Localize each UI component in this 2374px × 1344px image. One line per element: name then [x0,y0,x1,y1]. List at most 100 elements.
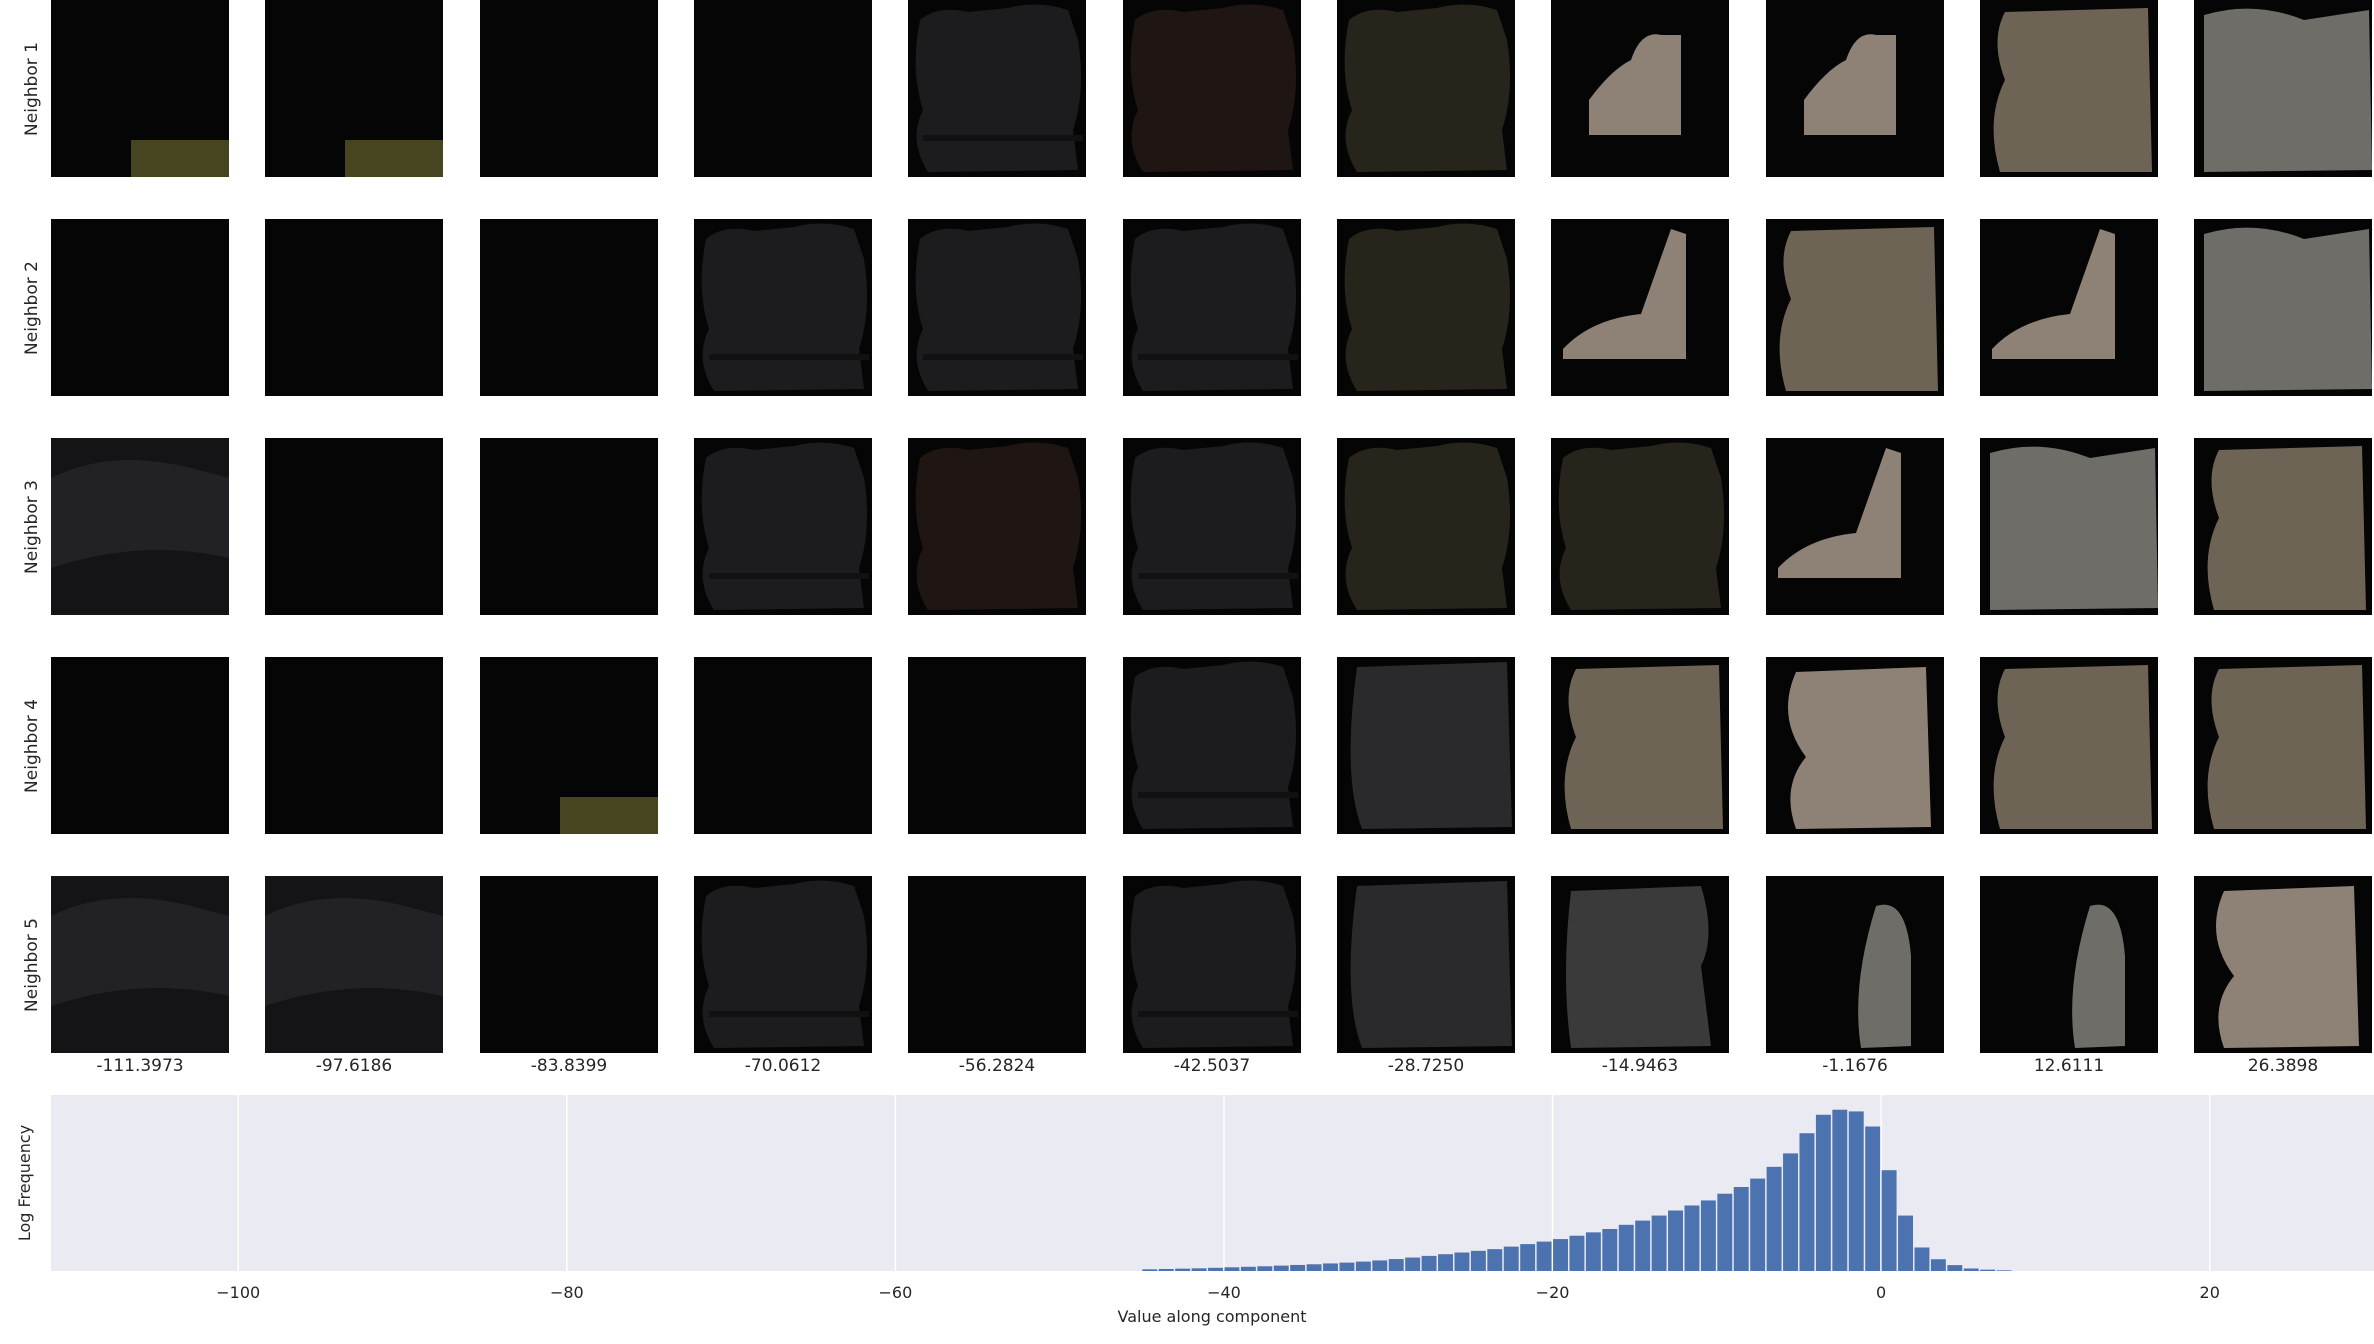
neighbor-thumbnail [908,876,1086,1053]
x-tick-label: 20 [2200,1283,2220,1302]
neighbor-thumbnail [480,657,658,834]
row-label-neighbor-4: Neighbor 4 [22,699,42,793]
histogram-bar [1240,1266,1256,1271]
x-tick-label: −100 [216,1283,260,1302]
neighbor-thumbnail [2194,438,2372,615]
neighbor-thumbnail [1123,876,1301,1053]
histogram-bar [1372,1260,1388,1271]
histogram-bar [1421,1255,1437,1271]
histogram-bar [1273,1265,1289,1271]
row-label-neighbor-1: Neighbor 1 [22,42,42,136]
neighbor-thumbnail-grid: Neighbor 1 Neighbor 2 Neighbor 3 Neighbo… [22,0,2372,1076]
histogram-bar [1257,1266,1273,1271]
neighbor-thumbnail [265,657,443,834]
neighbor-thumbnail [694,0,872,177]
neighbor-thumbnail [1766,657,1944,834]
histogram-bar [1668,1210,1683,1271]
histogram-bar [1405,1257,1421,1271]
histogram-bar [1898,1215,1913,1271]
histogram-bar [1158,1268,1174,1271]
neighbor-thumbnail [694,438,872,615]
neighbor-thumbnail [908,219,1086,396]
neighbor-thumbnail [694,657,872,834]
column-value-label: -1.1676 [1822,1056,1888,1076]
histogram-bar [1536,1241,1552,1271]
histogram-bar [1585,1232,1601,1271]
histogram-bar [1339,1262,1355,1271]
neighbor-thumbnail [1766,876,1944,1053]
neighbor-thumbnail [1337,657,1515,834]
neighbor-thumbnail [1980,438,2158,615]
histogram-bar [1651,1215,1667,1271]
neighbor-thumbnail [51,219,229,396]
histogram-bar [1323,1263,1338,1271]
neighbor-thumbnail [265,876,443,1053]
x-tick-label: 0 [1876,1283,1886,1302]
histogram-bar [1290,1264,1306,1271]
neighbor-thumbnail [1123,657,1301,834]
histogram-bar [1553,1239,1568,1271]
neighbor-thumbnail [1980,219,2158,396]
histogram-bar [1947,1265,1963,1271]
neighbor-thumbnail [1551,657,1729,834]
histogram-bar [1865,1126,1881,1271]
column-value-label: 12.6111 [2033,1056,2105,1076]
x-tick-labels: −100 −80 −60 −40 −20 0 20 [216,1283,2220,1302]
neighbor-thumbnail [1337,438,1515,615]
neighbor-thumbnail [1766,0,1944,177]
neighbor-thumbnail [1123,0,1301,177]
neighbor-thumbnail [265,438,443,615]
neighbor-thumbnail [1551,0,1729,177]
plot-background [51,1095,2374,1271]
neighbor-thumbnail [1551,438,1729,615]
neighbor-thumbnail [1980,657,2158,834]
neighbor-thumbnail [265,0,443,177]
histogram-bar [1750,1178,1766,1271]
histogram-bar [1881,1170,1897,1271]
histogram-bar [1355,1261,1371,1271]
histogram-bar [1602,1229,1618,1271]
neighbor-thumbnail [1337,0,1515,177]
neighbor-thumbnail [1766,219,1944,396]
neighbor-thumbnail [480,219,658,396]
histogram-bar [1963,1268,1979,1271]
neighbor-thumbnail [51,0,229,177]
histogram-bar [1470,1250,1486,1271]
grid-lines [237,1095,2211,1271]
histogram-bar [1635,1220,1651,1271]
histogram-bar [1438,1254,1453,1271]
neighbor-thumbnail [51,876,229,1053]
neighbor-thumbnail [2194,0,2372,177]
y-axis-label: Log Frequency [15,1125,34,1241]
row-label-neighbor-3: Neighbor 3 [22,480,42,574]
histogram-bar [1684,1205,1700,1271]
column-value-label: -70.0612 [744,1056,822,1076]
column-value-label: -83.8399 [530,1056,608,1076]
column-value-label: -111.3973 [96,1056,184,1076]
neighbor-thumbnail [480,438,658,615]
log-frequency-histogram: −100 −80 −60 −40 −20 0 20 Value along componen… [0,1090,2374,1344]
neighbor-thumbnail [694,219,872,396]
neighbor-thumbnail [908,438,1086,615]
column-value-label: -28.7250 [1387,1056,1465,1076]
histogram-svg: −100 −80 −60 −40 −20 0 20 Value along componen… [15,1095,2374,1326]
column-value-label: -14.9463 [1601,1056,1679,1076]
histogram-bar [1930,1259,1946,1271]
neighbor-thumbnail [1980,876,2158,1053]
histogram-bar [1208,1267,1223,1271]
x-tick-label: −60 [879,1283,913,1302]
neighbor-thumbnail [1123,438,1301,615]
histogram-bar [1832,1109,1848,1271]
neighbor-thumbnail [1980,0,2158,177]
histogram-bar [1914,1247,1930,1271]
histogram-bar [1733,1187,1749,1271]
neighbor-thumbnail [2194,876,2372,1053]
neighbor-thumbnail [51,657,229,834]
neighbor-thumbnail [51,438,229,615]
histogram-bar [1487,1249,1503,1271]
histogram-bar [1503,1246,1519,1271]
neighbor-thumbnail [1766,438,1944,615]
histogram-bar [1700,1200,1716,1271]
x-axis-label: Value along component [1118,1307,1307,1326]
row-label-neighbor-5: Neighbor 5 [22,918,42,1012]
